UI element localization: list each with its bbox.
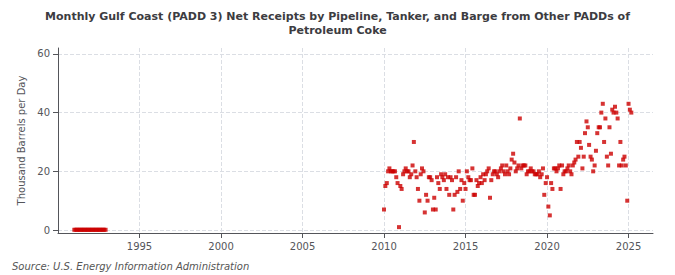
- svg-text:2000: 2000: [208, 241, 233, 252]
- svg-text:20: 20: [37, 166, 50, 177]
- svg-text:2020: 2020: [534, 241, 559, 252]
- svg-text:2005: 2005: [290, 241, 315, 252]
- svg-text:2010: 2010: [371, 241, 396, 252]
- svg-text:Petroleum Coke: Petroleum Coke: [288, 24, 386, 37]
- svg-text:2025: 2025: [616, 241, 641, 252]
- svg-text:Monthly Gulf Coast (PADD 3) Ne: Monthly Gulf Coast (PADD 3) Net Receipts…: [45, 10, 630, 23]
- svg-text:Thousand Barrels per Day: Thousand Barrels per Day: [16, 76, 27, 207]
- svg-text:2015: 2015: [453, 241, 478, 252]
- svg-text:1995: 1995: [127, 241, 152, 252]
- svg-text:0: 0: [44, 225, 50, 236]
- svg-text:Source: U.S. Energy Informatio: Source: U.S. Energy Information Administ…: [12, 261, 249, 272]
- svg-text:40: 40: [37, 107, 50, 118]
- svg-text:60: 60: [37, 48, 50, 59]
